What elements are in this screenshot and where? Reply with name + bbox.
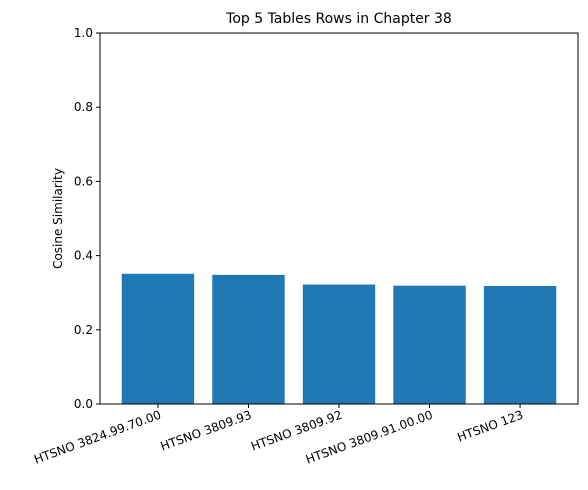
y-axis: 0.0 0.2 0.4 0.6 0.8 1.0 bbox=[74, 26, 100, 411]
bar bbox=[483, 286, 557, 404]
bar bbox=[302, 284, 376, 404]
y-tick-label: 0.8 bbox=[74, 100, 93, 114]
bars-group bbox=[121, 273, 557, 404]
bar bbox=[121, 273, 195, 404]
y-tick-label: 0.6 bbox=[74, 174, 93, 188]
y-tick-label: 1.0 bbox=[74, 26, 93, 40]
x-tick-label: HTSNO 3809.93 bbox=[159, 408, 254, 454]
bar bbox=[393, 285, 466, 404]
y-tick-label: 0.2 bbox=[74, 323, 93, 337]
y-tick-label: 0.4 bbox=[74, 249, 93, 263]
x-tick-label: HTSNO 3824.99.70.00 bbox=[32, 408, 163, 467]
y-tick-label: 0.0 bbox=[74, 397, 93, 411]
chart-title: Top 5 Tables Rows in Chapter 38 bbox=[225, 11, 452, 27]
x-tick-label: HTSNO 123 bbox=[455, 408, 525, 445]
y-axis-label: Cosine Similarity bbox=[51, 168, 65, 269]
bar bbox=[212, 274, 285, 404]
